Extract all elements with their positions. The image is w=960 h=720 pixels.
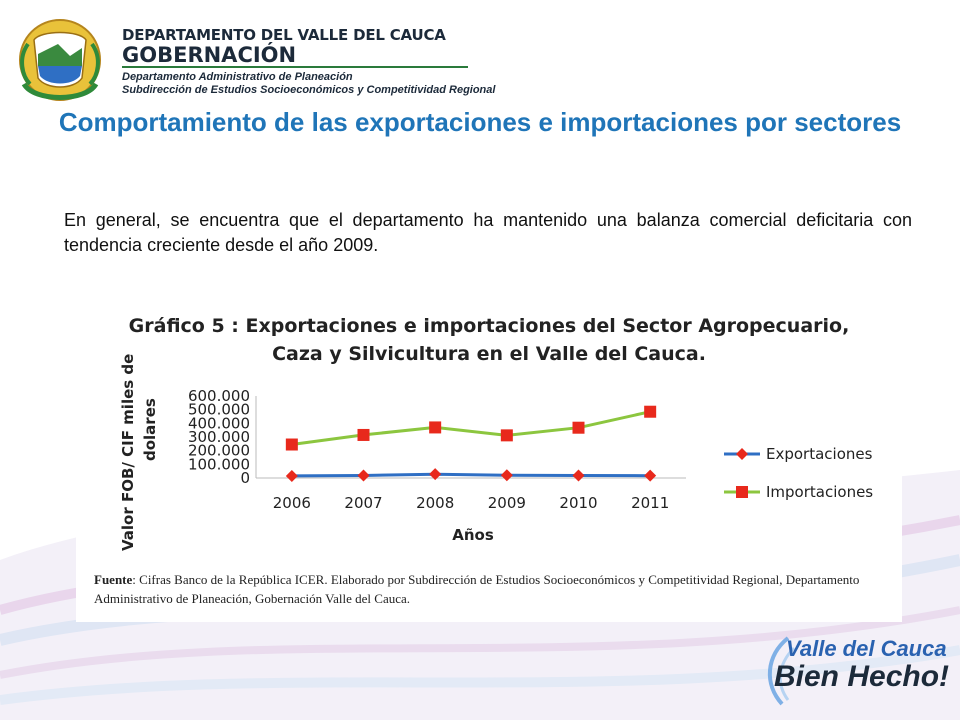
- x-axis-label: Años: [452, 526, 494, 544]
- y-tick-label: 300.000: [188, 428, 250, 446]
- chart-title-line1: Gráfico 5 : Exportaciones e importacione…: [129, 315, 850, 337]
- data-point-exportaciones: [357, 469, 370, 482]
- data-point-exportaciones: [644, 469, 657, 482]
- y-tick-label: 100.000: [188, 455, 250, 473]
- header: DEPARTAMENTO DEL VALLE DEL CAUCA GOBERNA…: [14, 14, 495, 104]
- slogan-line1: Valle del Cauca: [786, 636, 947, 661]
- legend-label: Importaciones: [766, 483, 873, 501]
- source-text: : Cifras Banco de la República ICER. Ela…: [94, 572, 860, 606]
- source-label: Fuente: [94, 572, 133, 587]
- x-tick-label: 2010: [559, 494, 597, 512]
- series-points: [285, 405, 657, 482]
- data-point-exportaciones: [285, 469, 298, 482]
- chart: Gráfico 5 : Exportaciones e importacione…: [119, 315, 873, 551]
- legend-swatch-marker: [736, 448, 748, 460]
- chart-figure: Gráfico 5 : Exportaciones e importacione…: [76, 286, 902, 622]
- data-point-exportaciones: [429, 468, 442, 481]
- y-tick-label: 600.000: [188, 387, 250, 405]
- legend: Exportaciones Importaciones: [724, 445, 873, 501]
- x-tick-label: 2006: [273, 494, 311, 512]
- slogan-swoosh-icon: [768, 636, 796, 706]
- data-point-importaciones: [572, 421, 585, 434]
- y-tick-label: 400.000: [188, 414, 250, 432]
- y-tick-label: 0: [240, 469, 250, 487]
- series-lines: [291, 410, 651, 478]
- x-tick-label: 2011: [631, 494, 669, 512]
- y-axis-label-line2: dolares: [141, 398, 159, 461]
- org-name-line1: DEPARTAMENTO DEL VALLE DEL CAUCA: [122, 26, 446, 44]
- x-tick-label: 2007: [344, 494, 382, 512]
- data-point-importaciones: [500, 429, 513, 442]
- y-tick-label: 200.000: [188, 442, 250, 460]
- data-point-importaciones: [357, 428, 370, 441]
- data-point-importaciones: [429, 421, 442, 434]
- org-name-line4: Subdirección de Estudios Socioeconómicos…: [122, 84, 496, 96]
- slogan-line2: Bien Hecho!: [774, 660, 950, 693]
- data-point-importaciones: [644, 405, 657, 418]
- campaign-slogan-logo: Valle del Cauca Bien Hecho!: [760, 630, 950, 710]
- chart-title-line2: Caza y Silvicultura en el Valle del Cauc…: [272, 343, 706, 365]
- y-axis-label-line1: Valor FOB/ CIF miles de: [119, 354, 137, 551]
- org-name-line3: Departamento Administrativo de Planeació…: [122, 71, 353, 83]
- series-line-exportaciones: [291, 472, 651, 478]
- chart-source-note: Fuente: Cifras Banco de la República ICE…: [94, 570, 894, 608]
- slide-title: Comportamiento de las exportaciones e im…: [58, 107, 902, 137]
- y-tick-labels: 0100.000200.000300.000400.000500.000600.…: [188, 387, 250, 487]
- data-point-exportaciones: [500, 469, 513, 482]
- data-point-exportaciones: [572, 469, 585, 482]
- org-name-line2: GOBERNACIÓN: [122, 43, 297, 67]
- x-tick-label: 2008: [416, 494, 454, 512]
- series-line-importaciones: [291, 410, 651, 446]
- data-point-importaciones: [285, 438, 298, 451]
- slide-intro-text: En general, se encuentra que el departam…: [64, 210, 912, 255]
- legend-label: Exportaciones: [766, 445, 873, 463]
- department-seal-logo: [19, 19, 101, 101]
- header-divider: [122, 66, 468, 68]
- x-tick-label: 2009: [488, 494, 526, 512]
- x-tick-labels: 2006 2007 2008 2009 2010 2011: [273, 494, 670, 512]
- legend-swatch-marker: [736, 486, 748, 498]
- y-tick-label: 500.000: [188, 401, 250, 419]
